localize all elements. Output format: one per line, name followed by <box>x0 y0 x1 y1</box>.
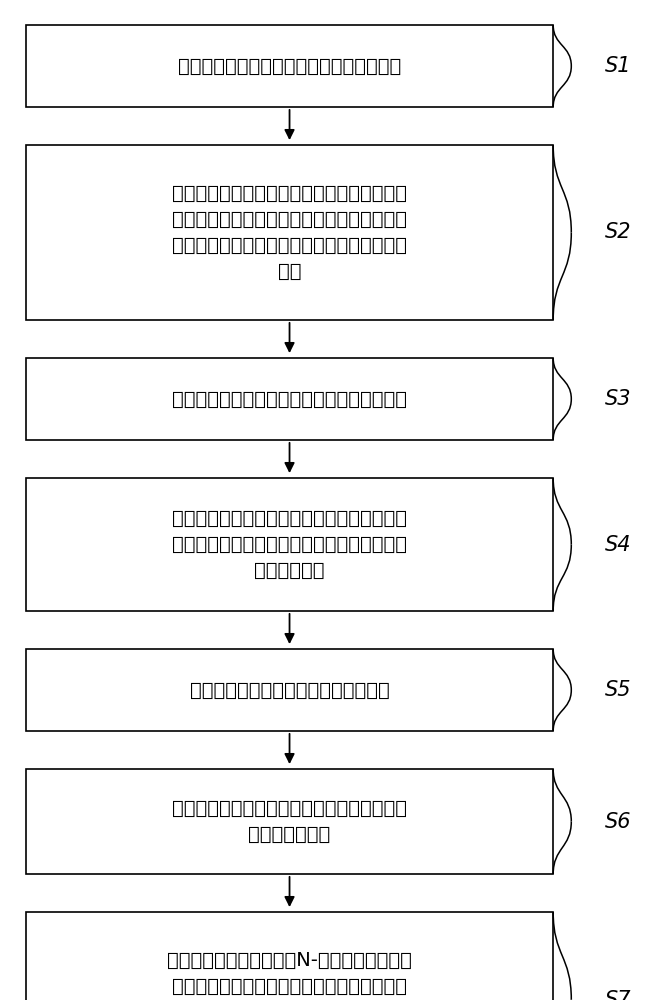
Text: 在固化后的所述聚酰胺酸薄膜上旋涂光刻胶；: 在固化后的所述聚酰胺酸薄膜上旋涂光刻胶； <box>172 389 407 408</box>
Text: S2: S2 <box>605 223 631 242</box>
Text: S1: S1 <box>605 56 631 76</box>
Text: 根据所述光刻胶的前烘工艺对所述聚酰胺酸薄
膜和所述光刻胶的组合物进行烘烤，烘烤结束
再进行曝光；: 根据所述光刻胶的前烘工艺对所述聚酰胺酸薄 膜和所述光刻胶的组合物进行烘烤，烘烤结… <box>172 509 407 580</box>
Bar <box>26 25 553 107</box>
Bar <box>26 358 553 440</box>
Bar <box>26 145 553 320</box>
Bar <box>26 769 553 874</box>
Text: 通过磁控溅射对显影处理后的所述组合物进行
金属薄膜沉积；: 通过磁控溅射对显影处理后的所述组合物进行 金属薄膜沉积； <box>172 799 407 844</box>
Text: S5: S5 <box>605 680 631 700</box>
Text: 对曝光后的所述组合物进行显影处理；: 对曝光后的所述组合物进行显影处理； <box>190 681 389 700</box>
Text: 对所述聚酰胺酸薄膜进行烘烤，烘烤温度为第
一预设温度，烘烤时间为第一预设时间，然后
冷却，形成固化的预设厚度的所述聚酰胺酸薄
膜；: 对所述聚酰胺酸薄膜进行烘烤，烘烤温度为第 一预设温度，烘烤时间为第一预设时间，然… <box>172 184 407 281</box>
Text: S7: S7 <box>605 990 631 1000</box>
Bar <box>26 478 553 611</box>
Bar <box>26 912 553 1000</box>
Text: S3: S3 <box>605 389 631 409</box>
Text: S4: S4 <box>605 535 631 555</box>
Text: 完成金属薄膜沉积后使用N-甲基吡咯烷酮剥离
液进行剥离，然后对剥离后的所述组合物再通
过剥离机进行剥离，剥离后获得声表面波滤波
器结构。: 完成金属薄膜沉积后使用N-甲基吡咯烷酮剥离 液进行剥离，然后对剥离后的所述组合物… <box>167 951 412 1000</box>
Bar <box>26 649 553 731</box>
Text: S6: S6 <box>605 812 631 832</box>
Text: 在基片上旋涂聚酰胺酸形成聚酰胺酸薄膜；: 在基片上旋涂聚酰胺酸形成聚酰胺酸薄膜； <box>178 57 401 76</box>
